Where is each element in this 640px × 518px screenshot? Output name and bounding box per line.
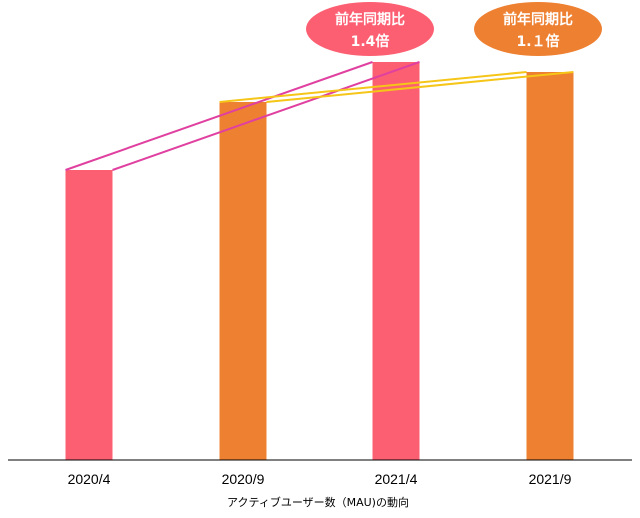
comparison-bubble-0 bbox=[306, 2, 434, 56]
bar-2021/4 bbox=[372, 62, 420, 460]
bar-2021/9 bbox=[526, 72, 574, 460]
comparison-line-right-1 bbox=[266, 71, 574, 103]
bars-layer bbox=[65, 62, 574, 460]
comparison-label-title-1: 前年同期比 bbox=[503, 11, 573, 28]
x-axis-label: アクティブユーザー数（MAU)の動向 bbox=[227, 495, 409, 509]
comparison-label-title-0: 前年同期比 bbox=[335, 11, 405, 28]
comparison-label-ratio-1: 1.１倍 bbox=[516, 33, 559, 50]
bar-2020/9 bbox=[219, 102, 267, 460]
bar-2020/4 bbox=[65, 170, 113, 460]
comparison-line-right-0 bbox=[112, 61, 420, 171]
comparison-line-left-1 bbox=[219, 71, 527, 103]
x-tick-2021/4: 2021/4 bbox=[375, 471, 418, 487]
x-tick-2020/9: 2020/9 bbox=[222, 471, 265, 487]
x-tick-2020/4: 2020/4 bbox=[68, 471, 111, 487]
comparison-label-ratio-0: 1.4倍 bbox=[351, 33, 390, 50]
comparison-lines-layer bbox=[65, 61, 574, 171]
x-tick-2021/9: 2021/9 bbox=[529, 471, 572, 487]
comparison-bubbles: 前年同期比 1.4倍 前年同期比 1.１倍 bbox=[306, 2, 602, 56]
x-tick-labels: 2020/4 2020/9 2021/4 2021/9 bbox=[68, 471, 572, 487]
comparison-bubble-1 bbox=[474, 2, 602, 56]
comparison-line-left-0 bbox=[65, 61, 373, 171]
